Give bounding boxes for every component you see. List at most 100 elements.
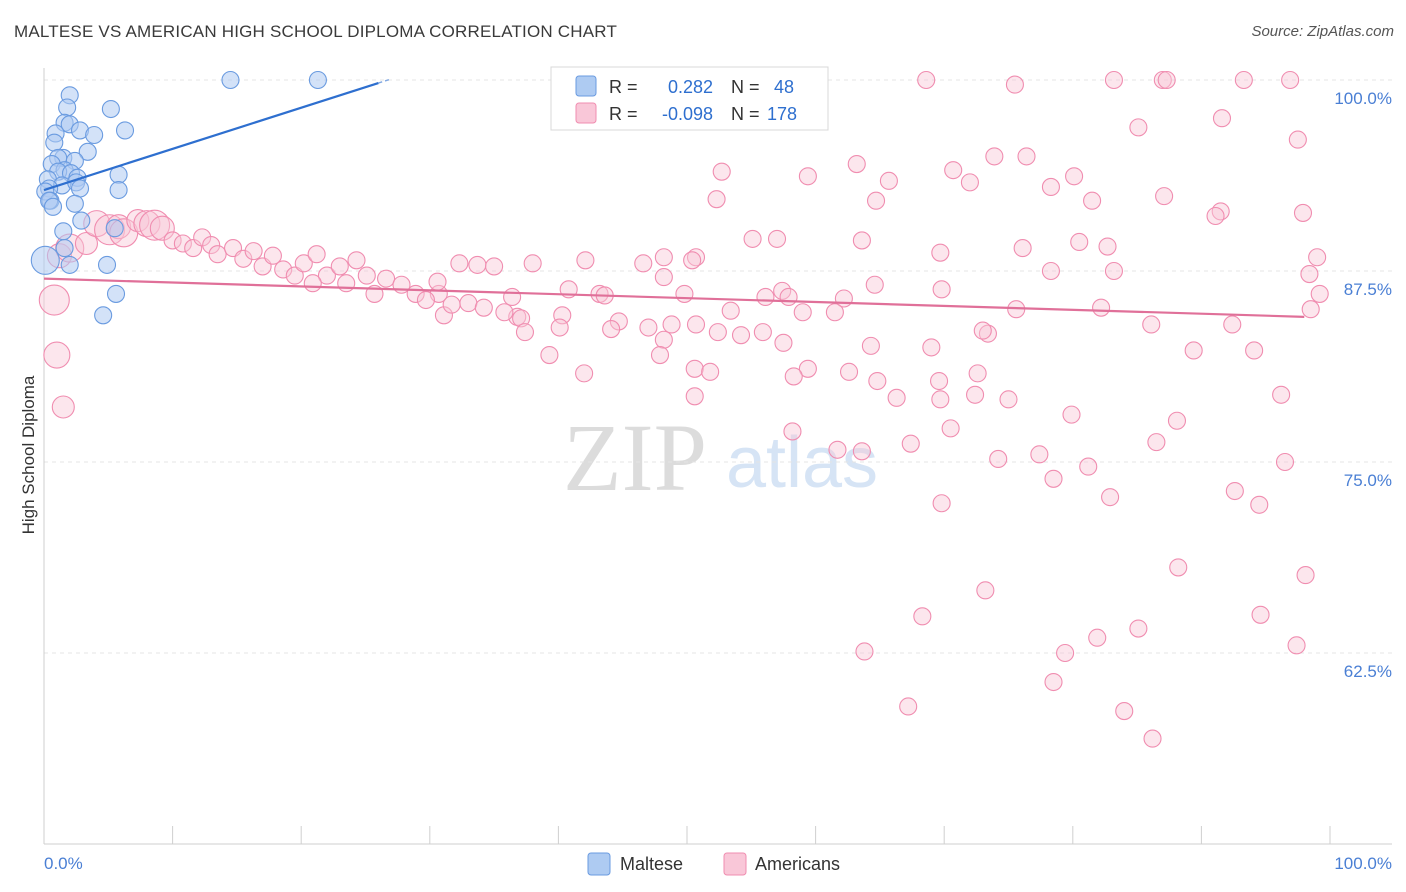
americans-point-171 xyxy=(347,251,366,270)
americans-point-15 xyxy=(944,161,963,180)
americans-point-97 xyxy=(941,419,960,438)
americans-point-28 xyxy=(767,229,787,248)
americans-point-30 xyxy=(1070,232,1089,252)
watermark-atlas: atlas xyxy=(726,423,878,503)
americans-point-35 xyxy=(683,251,702,270)
americans-point-40 xyxy=(485,257,504,276)
americans-point-98 xyxy=(783,422,802,441)
chart-title: MALTESE VS AMERICAN HIGH SCHOOL DIPLOMA … xyxy=(14,22,618,41)
americans-point-113 xyxy=(1169,558,1188,577)
americans-point-7 xyxy=(1212,109,1232,128)
series-legend-swatch-maltese xyxy=(587,852,611,876)
americans-point-110 xyxy=(1056,643,1075,663)
americans-point-129 xyxy=(1287,636,1306,655)
americans-point-133 xyxy=(1225,481,1244,501)
americans-point-82 xyxy=(685,359,704,378)
americans-point-50 xyxy=(675,284,694,303)
americans-point-178 xyxy=(442,295,461,314)
americans-point-170 xyxy=(330,257,349,276)
legend-swatch-maltese xyxy=(575,75,597,97)
americans-point-63 xyxy=(512,309,531,328)
americans-point-121 xyxy=(1245,341,1264,360)
americans-point-142 xyxy=(38,284,70,316)
americans-point-87 xyxy=(839,362,859,381)
legend-swatch-americans xyxy=(575,102,597,124)
americans-point-81 xyxy=(540,345,559,365)
x-tick-marks xyxy=(43,826,1331,844)
americans-point-154 xyxy=(163,231,182,250)
americans-point-3 xyxy=(1153,70,1172,90)
americans-point-182 xyxy=(337,274,356,293)
americans-point-119 xyxy=(1147,433,1166,452)
americans-point-105 xyxy=(976,581,995,600)
maltese-point-39 xyxy=(94,306,113,325)
americans-point-83 xyxy=(701,362,720,381)
americans-point-131 xyxy=(1115,702,1134,721)
americans-point-84 xyxy=(868,371,887,391)
legend-r-value-2: -0.098 xyxy=(662,104,713,124)
y-axis-label: High School Diploma xyxy=(19,375,38,534)
legend-n-value-2: 178 xyxy=(767,104,797,124)
americans-point-18 xyxy=(960,173,979,192)
americans-point-73 xyxy=(861,336,880,355)
americans-point-80 xyxy=(654,330,673,349)
americans-point-90 xyxy=(650,345,670,365)
americans-point-5 xyxy=(1234,70,1253,90)
americans-point-126 xyxy=(1272,385,1291,404)
americans-point-101 xyxy=(989,449,1008,468)
maltese-point-40 xyxy=(221,70,240,90)
americans-point-68 xyxy=(686,315,706,334)
americans-point-94 xyxy=(931,390,950,409)
americans-point-180 xyxy=(474,298,493,317)
americans-point-137 xyxy=(1293,203,1313,222)
americans-point-23 xyxy=(1083,191,1102,210)
maltese-point-5 xyxy=(115,121,135,140)
americans-point-145 xyxy=(74,231,98,256)
americans-point-65 xyxy=(609,312,628,331)
y-tick-label-3: 62.5% xyxy=(1344,662,1392,681)
americans-point-70 xyxy=(753,323,772,342)
americans-point-2 xyxy=(1104,70,1124,90)
axes xyxy=(43,68,1392,845)
americans-point-107 xyxy=(913,607,932,626)
maltese-point-1 xyxy=(58,98,77,117)
americans-point-8 xyxy=(1129,118,1148,137)
americans-point-153 xyxy=(149,215,175,241)
americans-point-99 xyxy=(901,434,920,453)
series-legend-label-maltese: Maltese xyxy=(620,854,683,874)
americans-point-134 xyxy=(1275,452,1295,472)
americans-point-125 xyxy=(1223,315,1242,334)
americans-point-122 xyxy=(1300,265,1319,284)
maltese-trend-line xyxy=(43,82,379,192)
americans-point-88 xyxy=(798,359,817,378)
americans-point-26 xyxy=(852,231,871,250)
watermark-zip: ZIP xyxy=(563,404,707,511)
americans-point-139 xyxy=(1104,261,1124,281)
americans-point-71 xyxy=(731,326,751,345)
americans-point-21 xyxy=(866,191,886,210)
americans-point-77 xyxy=(550,318,569,337)
americans-point-176 xyxy=(416,290,435,310)
maltese-point-31 xyxy=(72,211,91,230)
americans-point-132 xyxy=(1143,729,1162,748)
americans-point-32 xyxy=(931,243,950,262)
americans-point-60 xyxy=(825,303,844,322)
americans-point-4 xyxy=(1157,70,1176,90)
americans-point-16 xyxy=(1065,167,1084,186)
americans-point-27 xyxy=(743,229,762,248)
americans-point-37 xyxy=(450,254,469,273)
series-legend: Maltese Americans xyxy=(587,852,840,876)
americans-point-1 xyxy=(1005,75,1024,94)
americans-point-42 xyxy=(1041,261,1060,281)
americans-point-93 xyxy=(966,385,985,404)
y-tick-labels: 100.0% 87.5% 75.0% 62.5% xyxy=(1334,89,1392,681)
americans-point-75 xyxy=(978,324,997,343)
americans-point-67 xyxy=(662,315,681,334)
americans-point-14 xyxy=(798,167,817,186)
americans-point-59 xyxy=(793,303,812,322)
maltese-point-34 xyxy=(55,239,74,258)
americans-point-22 xyxy=(1155,187,1174,206)
maltese-point-38 xyxy=(106,284,126,303)
americans-point-135 xyxy=(1301,300,1320,319)
